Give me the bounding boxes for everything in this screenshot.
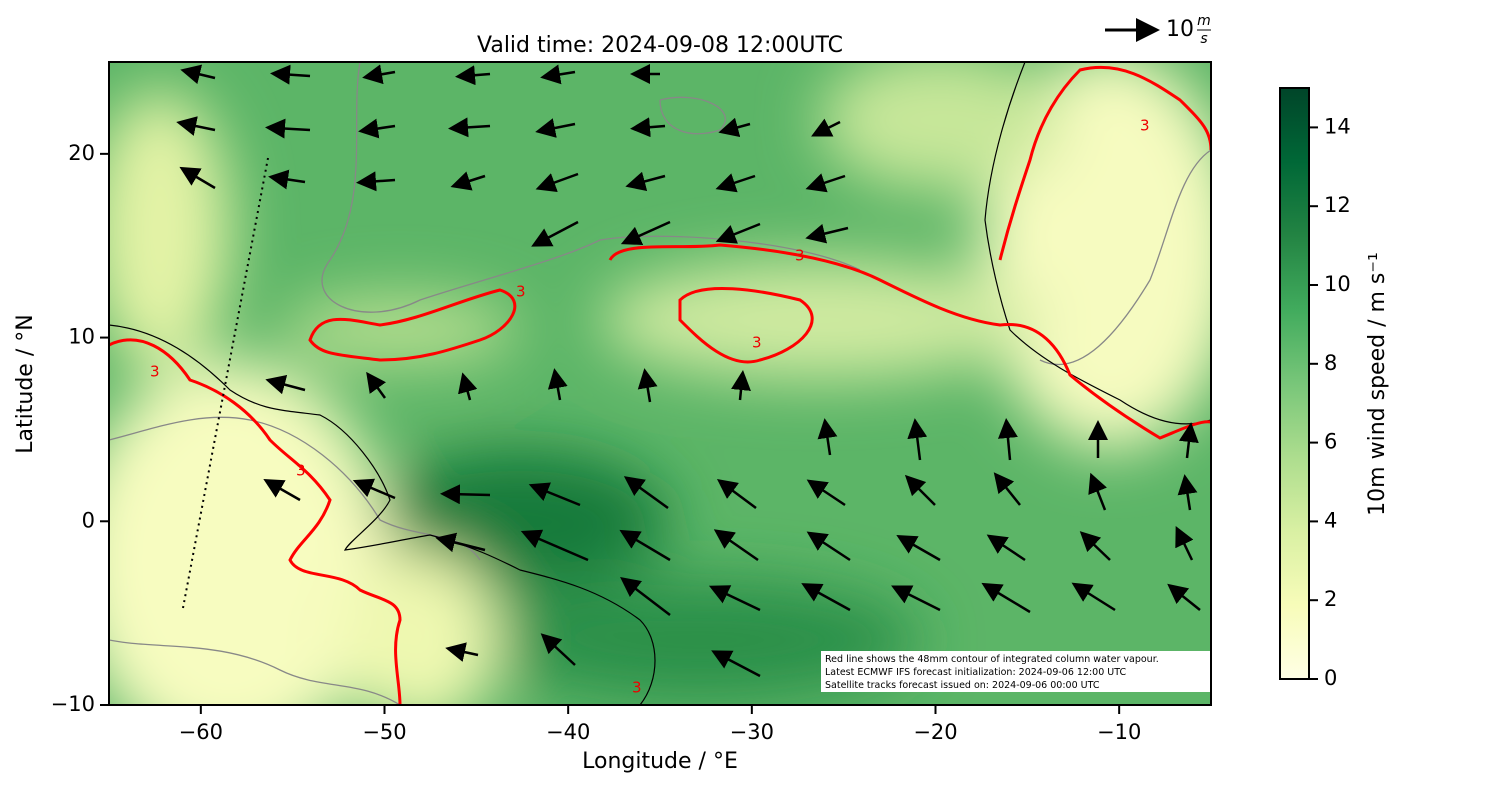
note: Latest ECMWF IFS forecast initialization…: [825, 667, 1126, 678]
colorbar-tick-label: 0: [1324, 666, 1337, 690]
quiver-key-value: 10: [1166, 17, 1194, 42]
contour-label: 3: [296, 462, 306, 480]
note: Satellite tracks forecast issued on: 202…: [825, 680, 1100, 691]
y-tick-label: 0: [82, 508, 95, 532]
note: Red line shows the 48mm contour of integ…: [825, 654, 1159, 665]
x-tick-label: −20: [913, 720, 957, 744]
x-tick-label: −30: [730, 720, 774, 744]
colorbar: [1279, 87, 1310, 680]
contour-label: 3: [752, 334, 762, 352]
colorbar-tick-label: 4: [1324, 508, 1337, 532]
contour-label: 3: [632, 679, 642, 697]
y-axis-label: Latitude / °N: [13, 314, 38, 453]
colorbar-label: 10m wind speed / m s⁻¹: [1365, 252, 1390, 516]
x-tick-label: −60: [179, 720, 223, 744]
colorbar-tick-label: 10: [1324, 272, 1351, 296]
quiver-key: 10 m s: [1105, 13, 1211, 47]
colorbar-tick-label: 6: [1324, 430, 1337, 454]
x-axis-label: Longitude / °E: [582, 749, 738, 774]
x-tick-label: −10: [1097, 720, 1141, 744]
contour-label: 3: [150, 363, 160, 381]
contour-label: 3: [516, 283, 526, 301]
quiver-key-unit: s: [1200, 31, 1207, 47]
wind-arrows: [176, 64, 1201, 678]
colorbar-tick-label: 14: [1324, 114, 1351, 138]
axes-frame: [108, 61, 1212, 706]
colorbar-tick-label: 12: [1324, 193, 1351, 217]
x-tick-label: −40: [546, 720, 590, 744]
contour-label: 3: [795, 247, 805, 265]
y-tick-label: −10: [51, 692, 95, 716]
quiver-key-unit: m: [1197, 13, 1211, 29]
map-field: [109, 62, 1211, 705]
colorbar-tick-label: 8: [1324, 351, 1337, 375]
y-tick-label: 10: [68, 325, 95, 349]
x-tick-label: −50: [362, 720, 406, 744]
contour-label: 3: [1140, 117, 1150, 135]
chart-title: Valid time: 2024-09-08 12:00UTC: [477, 33, 843, 58]
colorbar-tick-label: 2: [1324, 587, 1337, 611]
y-tick-label: 20: [68, 141, 95, 165]
